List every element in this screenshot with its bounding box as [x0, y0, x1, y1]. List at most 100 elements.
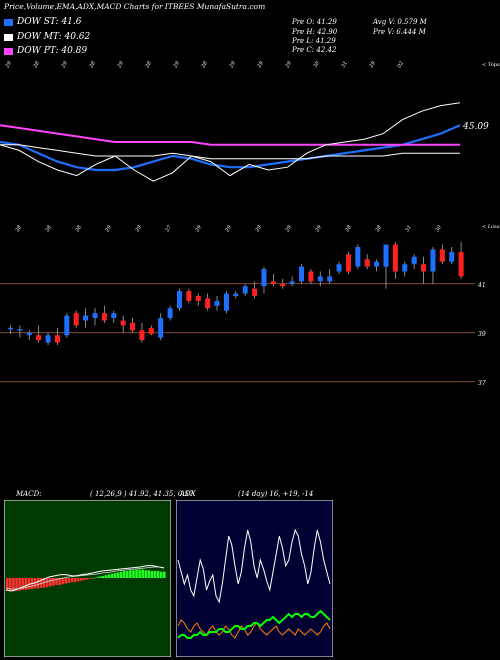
ema-corner-label: < Topa [482, 62, 500, 68]
candle-up [317, 276, 323, 282]
macd-line [5, 564, 165, 592]
macd-histogram-bar [39, 578, 43, 588]
macd-histogram-bar [132, 570, 135, 578]
price-date-label: 28 [74, 224, 83, 233]
candle-down [205, 298, 211, 309]
pre-low: Pre L: 41.29 [292, 37, 336, 45]
macd-signal-line [5, 566, 165, 590]
ema-lines [0, 102, 461, 182]
adx-series-line [177, 619, 331, 639]
candle-up [92, 313, 98, 319]
candle-up [83, 315, 89, 321]
candle-down [439, 249, 445, 262]
candle-up [158, 318, 164, 338]
candle-down [195, 296, 201, 301]
ema-date-label: 30 [313, 60, 322, 69]
macd-histogram-bar [159, 571, 163, 578]
macd-histogram-bar [58, 578, 61, 585]
candle-up [261, 269, 267, 287]
price-date-label: 28 [14, 224, 23, 233]
price-date-label: 29 [134, 224, 143, 234]
candle-down [270, 281, 276, 284]
macd-histogram-bar [113, 573, 117, 578]
macd-histogram-bar [76, 578, 80, 582]
macd-histogram-bar [119, 571, 123, 578]
macd-histogram-bar [89, 578, 92, 579]
price-grid: 41 39 37 [0, 282, 486, 387]
ema-series-line [0, 144, 460, 160]
candle-down [364, 259, 370, 267]
price-date-label: 28 [374, 224, 383, 233]
candle-up [289, 281, 295, 284]
macd-histogram-bar [9, 578, 12, 592]
candle-down [392, 244, 398, 272]
macd-histogram-bar [67, 578, 71, 583]
macd-histogram-bar [126, 571, 129, 578]
price-corner-label: < Losa [482, 224, 500, 230]
candle-up [167, 308, 173, 319]
candle-up [17, 329, 23, 331]
price-date-label: 29 [194, 224, 203, 234]
macd-histogram-bar [135, 569, 138, 578]
ema-date-label: 29 [172, 60, 181, 70]
macd-histogram-bar [156, 571, 160, 578]
ema-date-label: 29 [228, 60, 237, 70]
macd-histogram-bar [70, 578, 74, 583]
macd-histogram-bar [27, 578, 31, 590]
candle-up [242, 286, 248, 294]
macd-histogram-bar [110, 573, 114, 578]
price-date-label: 29 [254, 224, 263, 234]
macd-histogram-bar [150, 571, 154, 578]
candle-down [73, 313, 79, 326]
candle-up [223, 293, 229, 311]
adx-content [177, 528, 331, 639]
macd-histogram-bar [15, 578, 18, 591]
candle-down [308, 271, 314, 282]
macd-histogram-bar [104, 575, 108, 578]
price-date-label: 29 [104, 224, 113, 234]
macd-histogram-bar [55, 578, 58, 585]
macd-histogram-bar [162, 571, 166, 578]
candle-up [402, 264, 408, 272]
macd-histogram-bar [101, 575, 104, 578]
pre-close: Pre C: 42.42 [292, 46, 337, 54]
adx-title: ADX [180, 490, 196, 498]
price-date-label: 28 [44, 224, 53, 233]
ema-date-label: 29 [284, 60, 293, 70]
macd-histogram-bar [122, 571, 126, 578]
ema-date-label: 31 [341, 60, 349, 69]
ema-date-label: 29 [368, 60, 377, 70]
candle-up [355, 247, 361, 267]
candle-up [233, 293, 239, 296]
macd-values: ( 12,26,9 ) 41.92, 41.35, 0.57 [90, 490, 194, 498]
candle-up [383, 244, 389, 267]
legend-label-pt: DOW PT: 40.89 [17, 46, 88, 56]
candle-down [280, 283, 286, 287]
macd-title: MACD: [16, 490, 42, 498]
ema-date-labels: 29 28 29 28 29 28 29 28 29 29 29 30 31 29 02 [4, 60, 405, 70]
macd-histogram-bar [138, 569, 141, 578]
price-date-label: 27 [164, 224, 173, 234]
macd-histogram-bar [52, 578, 55, 586]
adx-chart [176, 500, 333, 657]
candle-down [54, 335, 60, 343]
macd-histogram-bar [61, 578, 64, 585]
candle-down [345, 254, 351, 272]
ema-series-line [0, 124, 460, 146]
legend-dow-st: DOW ST: 41.6 [4, 17, 82, 27]
candle-down [139, 330, 145, 341]
adx-series-line [177, 609, 331, 639]
candle-down [148, 327, 154, 334]
pre-volume: Pre V: 6.444 M [373, 28, 426, 36]
price-tick-label: 39 [478, 331, 486, 338]
pre-open: Pre O: 41.29 [292, 18, 337, 26]
ema-chart: 29 28 29 28 29 28 29 28 29 29 29 30 31 29 02 < Topa 45… [0, 60, 500, 182]
macd-histogram-bar [18, 578, 21, 591]
ema-date-label: 29 [256, 60, 265, 70]
legend-label-st: DOW ST: 41.6 [17, 17, 82, 27]
candle-down [252, 288, 258, 296]
macd-histogram-bar [144, 570, 148, 578]
macd-histogram-bar [116, 572, 120, 578]
candle-up [64, 315, 70, 336]
macd-histogram-bar [95, 577, 98, 578]
